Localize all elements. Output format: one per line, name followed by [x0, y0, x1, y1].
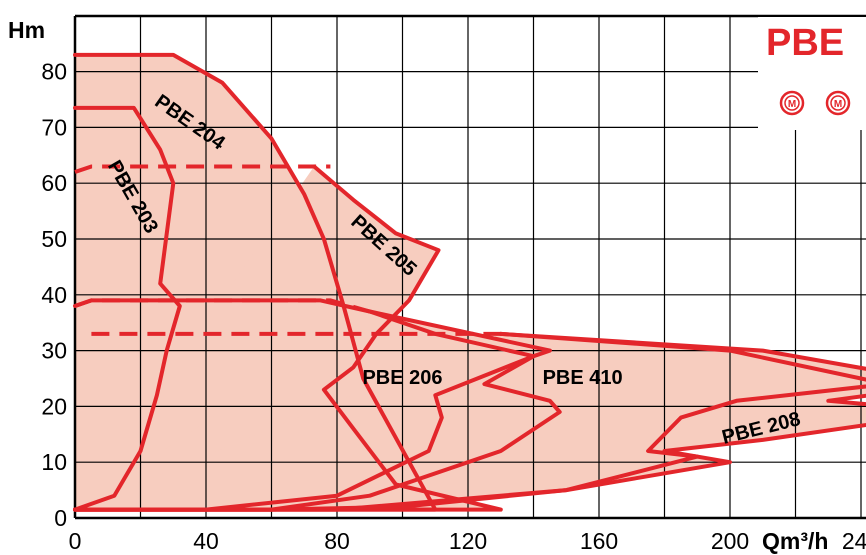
tick-labels: 0 40 80 120 160 200 240 0 10 20 30 40 50 60 70 80 [41, 59, 866, 554]
motor-icon: M [825, 90, 851, 116]
performance-curves [73, 52, 866, 512]
dashed-reference-lines [74, 164, 501, 336]
y-tick-label: 20 [41, 393, 67, 419]
brand-title: PBE [766, 22, 844, 64]
brand-box: PBE M M [758, 17, 866, 130]
x-tick-label: 160 [580, 528, 618, 554]
x-tick-label: 240 [842, 528, 866, 554]
x-tick-label: 80 [324, 528, 350, 554]
y-tick-label: 0 [54, 505, 67, 531]
curve-pbe-410 [73, 309, 562, 512]
y-tick-label: 80 [41, 59, 67, 85]
x-axis-label: Qm³/h [762, 528, 828, 554]
label-pbe-410: PBE 410 [543, 367, 623, 389]
grid [73, 14, 866, 520]
y-axis-label: Hm [8, 17, 45, 43]
x-tick-label: 0 [69, 528, 82, 554]
y-tick-label: 70 [41, 114, 67, 140]
y-tick-label: 60 [41, 170, 67, 196]
y-tick-label: 30 [41, 338, 67, 364]
curve-pbe-205 [73, 164, 503, 512]
motor-icon-letter: M [788, 99, 796, 110]
curve-pbe-204 [73, 52, 438, 512]
motor-icon: M [779, 90, 805, 116]
curve-pbe-203 [73, 105, 182, 512]
x-tick-label: 200 [711, 528, 749, 554]
y-tick-label: 50 [41, 226, 67, 252]
dashed-line-0 [74, 164, 331, 174]
curve-envelope-6 [73, 331, 866, 512]
dashed-line-1 [74, 298, 371, 314]
label-pbe-206: PBE 206 [362, 367, 442, 389]
x-tick-label: 120 [449, 528, 487, 554]
x-tick-label: 40 [193, 528, 219, 554]
y-tick-label: 40 [41, 282, 67, 308]
y-tick-label: 10 [41, 449, 67, 475]
motor-icon-letter: M [834, 99, 842, 110]
